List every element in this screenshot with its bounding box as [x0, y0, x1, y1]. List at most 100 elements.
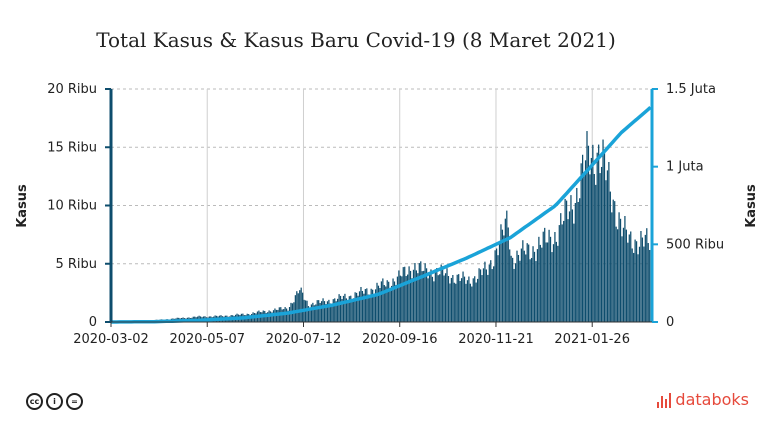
bar: [463, 276, 466, 322]
bar: [396, 276, 399, 322]
bar: [383, 285, 385, 322]
bar: [561, 224, 563, 322]
bar: [283, 309, 285, 322]
brand-logo[interactable]: databoks: [657, 390, 749, 409]
bar: [420, 261, 422, 322]
bar: [315, 304, 317, 322]
bar: [455, 283, 457, 322]
brand-name: databoks: [675, 390, 749, 409]
bar: [528, 244, 530, 322]
left-tick-label: 5 Ribu: [55, 257, 97, 272]
bar: [638, 246, 641, 322]
bar: [643, 246, 645, 322]
bar: [373, 294, 375, 322]
bar: [532, 246, 534, 322]
bar: [466, 280, 469, 322]
bar: [624, 216, 626, 322]
bar: [408, 266, 410, 322]
x-tick-label: 2020-11-21: [458, 332, 534, 347]
bar: [379, 288, 381, 322]
bar: [459, 280, 461, 322]
bar: [646, 228, 648, 322]
bar: [533, 251, 536, 322]
bar: [641, 237, 644, 322]
bar: [621, 236, 623, 322]
bar: [535, 261, 537, 322]
bar: [501, 229, 504, 322]
bar: [488, 264, 490, 322]
bar: [411, 278, 413, 322]
bar: [617, 229, 619, 322]
bar: [462, 271, 464, 322]
bar: [482, 268, 485, 322]
bar: [589, 174, 591, 322]
bar: [328, 299, 330, 322]
bar: [612, 199, 614, 322]
bar: [456, 274, 458, 322]
bar: [474, 276, 476, 322]
bar: [614, 201, 616, 322]
bar: [608, 161, 610, 322]
x-tick-label: 2020-07-12: [266, 332, 342, 347]
bar: [281, 309, 283, 322]
bar: [316, 300, 318, 322]
bar: [447, 276, 450, 322]
bar: [514, 263, 517, 322]
bar: [415, 270, 418, 322]
bar: [440, 264, 442, 322]
bar: [520, 248, 522, 322]
right-ticks: 0 500 Ribu 1 Juta 1.5 Juta: [652, 82, 724, 330]
bar: [446, 268, 448, 322]
bar: [634, 239, 636, 322]
bar: [355, 292, 358, 322]
bar: [485, 269, 488, 322]
bar: [580, 163, 582, 322]
bar: [299, 290, 301, 322]
bar: [481, 275, 483, 322]
bar: [344, 293, 346, 322]
bar: [606, 170, 609, 322]
bar: [536, 249, 539, 322]
cumulative-line: [111, 105, 652, 324]
bar: [503, 235, 505, 322]
bar: [493, 266, 495, 322]
bar: [325, 303, 327, 322]
bar: [427, 278, 429, 322]
bar: [265, 312, 267, 322]
left-tick-label: 15 Ribu: [47, 140, 97, 155]
bar: [628, 234, 630, 322]
bar: [615, 226, 617, 322]
bar: [565, 200, 568, 322]
bar: [342, 295, 345, 322]
bar: [380, 281, 383, 322]
bar: [530, 257, 533, 322]
bar: [395, 284, 397, 322]
left-ticks: 0 5 Ribu 10 Ribu 15 Ribu 20 Ribu: [47, 82, 111, 330]
bar: [574, 202, 576, 322]
bar: [602, 139, 604, 322]
line-series: [111, 105, 652, 324]
bar: [386, 280, 388, 322]
bar: [526, 243, 528, 322]
bar: [619, 218, 622, 322]
bar: [364, 289, 366, 322]
bar: [635, 241, 638, 322]
bar: [596, 152, 598, 322]
bar: [402, 267, 404, 322]
bar: [388, 281, 390, 322]
bar: [267, 312, 269, 322]
bar: [428, 274, 431, 322]
bar: [363, 293, 365, 322]
bar: [434, 272, 436, 322]
bar: [538, 236, 540, 322]
bar: [296, 291, 298, 322]
bar: [433, 281, 435, 322]
bar: [437, 275, 439, 322]
bar: [424, 263, 426, 322]
bar: [625, 229, 627, 322]
databoks-logo-icon: [657, 392, 672, 408]
bar: [271, 312, 273, 322]
bar: [376, 282, 378, 322]
x-tick-label: 2020-05-07: [169, 332, 245, 347]
bar: [370, 288, 372, 322]
